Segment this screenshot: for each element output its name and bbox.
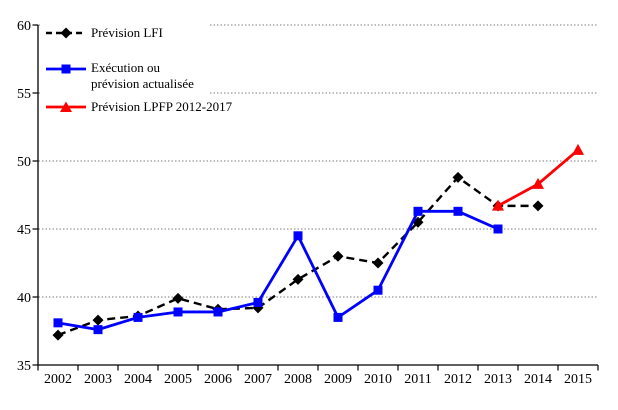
x-axis-tick-label: 2005: [164, 372, 192, 387]
legend-item-prevision-lpfp: Prévision LPFP 2012-2017: [46, 98, 232, 116]
x-axis-tick-label: 2013: [484, 372, 512, 387]
legend-item-execution: Exécution ou prévision actualisée: [46, 60, 204, 92]
data-point-square: [213, 307, 223, 317]
data-point-diamond: [292, 273, 304, 285]
x-axis-tick-label: 2004: [124, 372, 152, 387]
data-point-diamond: [92, 314, 104, 326]
y-axis-tick-label: 60: [17, 19, 31, 34]
x-axis-tick-label: 2015: [564, 372, 592, 387]
legend-sample-dashed-diamond-icon: [46, 27, 86, 39]
data-point-square: [453, 206, 463, 216]
data-point-triangle: [532, 177, 544, 189]
data-point-triangle: [572, 143, 584, 155]
data-point-square: [53, 318, 63, 328]
x-axis-tick-label: 2003: [84, 372, 112, 387]
data-point-square: [293, 231, 303, 241]
x-axis-tick-label: 2006: [204, 372, 232, 387]
legend-label-prevision-lfi: Prévision LFI: [91, 25, 163, 40]
series-line-square: [57, 209, 499, 332]
data-point-diamond: [452, 171, 464, 183]
x-axis-tick-label: 2012: [444, 372, 472, 387]
data-point-triangle: [492, 199, 504, 211]
chart-legend: Prévision LFI Exécution ou prévision act…: [42, 18, 232, 118]
data-point-square: [173, 307, 183, 317]
legend-label-prevision-lpfp: Prévision LPFP 2012-2017: [91, 99, 233, 114]
x-axis-tick-label: 2009: [324, 372, 352, 387]
x-axis-tick-label: 2014: [524, 372, 552, 387]
data-point-diamond: [332, 250, 344, 262]
data-point-diamond: [52, 329, 64, 341]
x-axis-tick-label: 2011: [404, 372, 431, 387]
legend-label-execution: Exécution ou prévision actualisée: [91, 60, 194, 91]
data-point-square: [373, 285, 383, 295]
legend-item-prevision-lfi: Prévision LFI: [46, 20, 204, 46]
y-axis-tick-label: 50: [17, 155, 31, 170]
data-point-square: [493, 224, 503, 234]
data-point-square: [93, 325, 103, 335]
x-axis-tick-label: 2010: [364, 372, 392, 387]
y-axis-tick-label: 35: [17, 359, 31, 374]
data-point-square: [253, 297, 263, 307]
y-axis-tick-label: 45: [17, 223, 31, 238]
data-point-square: [413, 206, 423, 216]
x-axis-tick-label: 2007: [244, 372, 272, 387]
x-axis-tick-label: 2008: [284, 372, 312, 387]
series-line-diamond: [57, 176, 538, 337]
x-axis-tick-label: 2002: [44, 372, 72, 387]
legend-sample-solid-square-icon: [46, 64, 86, 74]
y-axis-tick-label: 55: [17, 87, 31, 102]
legend-sample-solid-triangle-icon: [46, 101, 86, 112]
data-point-square: [333, 312, 343, 322]
data-point-diamond: [532, 200, 544, 212]
y-axis-tick-label: 40: [17, 291, 31, 306]
data-point-square: [133, 312, 143, 322]
data-point-diamond: [172, 292, 184, 304]
data-point-diamond: [372, 257, 384, 269]
